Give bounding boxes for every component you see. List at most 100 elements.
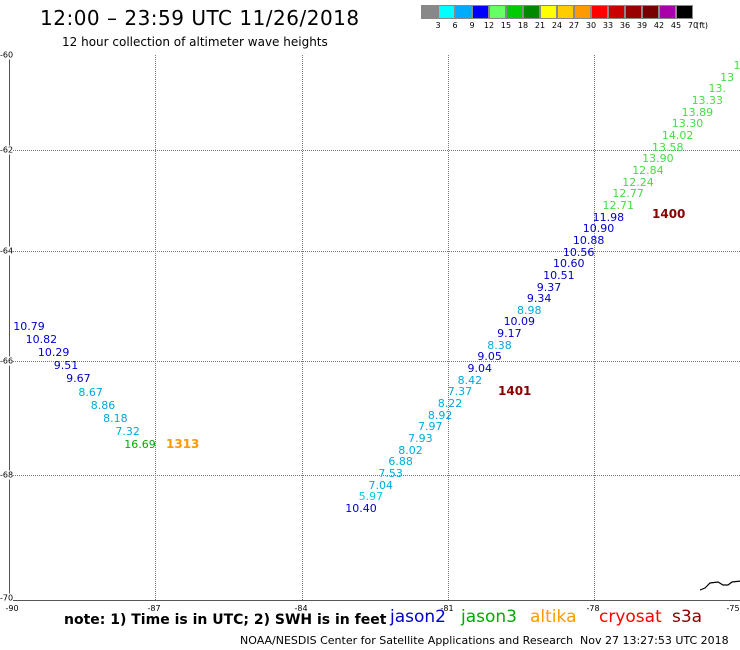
lat-label: -70 [0, 593, 14, 603]
wave-height-value: 8.92 [427, 408, 453, 422]
wave-height-value: 13.90 [642, 152, 674, 166]
wave-height-value: 9.37 [536, 280, 562, 294]
meridian-gridline [302, 55, 303, 600]
wave-height-value: 12.84 [632, 163, 664, 177]
lat-label: -62 [0, 145, 14, 155]
legend-label: 24 [551, 21, 563, 30]
wave-height-value: 10.79 [13, 320, 45, 333]
wave-height-value: 10.40 [345, 502, 377, 515]
lat-label: -66 [0, 356, 14, 366]
legend-label: 30 [585, 21, 597, 30]
wave-height-value: 11.98 [592, 210, 625, 224]
legend-swatch [489, 5, 506, 19]
pass-time-label: 1400 [652, 207, 686, 221]
legend-swatch [523, 5, 540, 19]
satellite-label-jason3: jason3 [461, 607, 517, 627]
wave-height-value: 9.04 [467, 362, 492, 376]
wave-height-value: 10.56 [562, 245, 595, 259]
legend-label: 21 [534, 21, 546, 30]
coastline [699, 580, 740, 591]
wave-height-value: 9.05 [477, 350, 502, 364]
wave-height-value: 8.67 [78, 385, 103, 399]
wave-height-value: 13.58 [651, 140, 684, 154]
legend-label: 36 [619, 21, 631, 30]
legend-swatches [421, 5, 693, 19]
legend-swatch [676, 5, 693, 19]
wave-height-value: 6.88 [388, 455, 413, 469]
wave-height-value: 12.77 [612, 187, 644, 201]
wave-height-value: 7.53 [378, 467, 403, 481]
legend-swatch [438, 5, 455, 19]
wave-height-value: 8.86 [90, 398, 116, 412]
legend-swatch [574, 5, 591, 19]
wave-height-value: 8.98 [516, 303, 542, 317]
wave-height-value: 9.67 [66, 372, 91, 386]
pass-time-label: 1401 [498, 384, 532, 398]
satellite-label-s3a: s3a [672, 607, 703, 627]
wave-height-value: 10.90 [582, 222, 615, 236]
wave-height-value: 10.60 [553, 257, 585, 271]
wave-height-value: 7.04 [368, 478, 394, 492]
legend-swatch [455, 5, 472, 19]
wave-height-value: 10.09 [503, 315, 536, 329]
legend-swatch [557, 5, 574, 19]
wave-height-value: 10.51 [543, 268, 575, 282]
legend-swatch [608, 5, 625, 19]
wave-height-value: 8.18 [103, 411, 128, 425]
legend-swatch [472, 5, 489, 19]
wave-height-value: 16.69 [124, 438, 156, 451]
wave-height-value: 12.71 [602, 198, 635, 212]
wave-height-value: 7.32 [115, 424, 140, 438]
legend-label: 18 [517, 21, 529, 30]
legend-label: 12 [483, 21, 495, 30]
lat-label: -60 [0, 50, 14, 60]
wave-height-value: 9.17 [497, 327, 522, 341]
wave-height-value: 9.51 [53, 359, 79, 373]
color-scale-legend: 3 6 9 12 15 18 21 24 27 30 33 36 39 42 45 70 (ft) [421, 5, 708, 31]
meridian-gridline [448, 55, 449, 600]
wave-height-value: 8.22 [437, 397, 463, 411]
legend-swatch [506, 5, 523, 19]
satellite-label-cryosat: cryosat [599, 607, 662, 627]
legend-labels: 3 6 9 12 15 18 21 24 27 30 33 36 39 42 45 70 (ft) [421, 19, 708, 31]
wave-height-value: 10.29 [37, 346, 70, 360]
wave-height-value: 13.89 [681, 105, 714, 119]
footer-note: note: 1) Time is in UTC; 2) SWH is in fe… [64, 612, 387, 628]
legend-label: 39 [636, 21, 648, 30]
lon-label: -84 [294, 604, 308, 613]
legend-label: 15 [500, 21, 512, 30]
wave-height-value: 7.37 [447, 385, 473, 399]
credit-line: NOAA/NESDIS Center for Satellite Applica… [240, 634, 574, 647]
wave-height-value: 13. [708, 82, 726, 96]
meridian-gridline [155, 55, 156, 600]
wave-height-value: 10.88 [572, 233, 605, 247]
pass-time-label: 1313 [166, 437, 200, 451]
chart-subtitle: 12 hour collection of altimeter wave hei… [62, 35, 328, 49]
legend-swatch [625, 5, 642, 19]
wave-height-value: 5.97 [358, 490, 384, 504]
parallel-gridline [10, 150, 740, 151]
legend-swatch [642, 5, 659, 19]
legend-label: 27 [568, 21, 580, 30]
legend-label: 45 [670, 21, 682, 30]
legend-label: 42 [653, 21, 665, 30]
legend-label: 70 [687, 21, 699, 30]
wave-height-value: 7.93 [408, 432, 433, 446]
wave-height-value: 1 [733, 59, 740, 72]
meridian-gridline [594, 55, 595, 600]
wave-height-value: 10.82 [25, 333, 58, 347]
wave-height-value: 8.42 [457, 373, 483, 387]
legend-label: 33 [602, 21, 614, 30]
wave-height-value: 9.34 [526, 292, 552, 306]
legend-label: 6 [452, 21, 458, 30]
wave-height-value: 14.02 [661, 128, 694, 142]
lon-label: -87 [147, 604, 161, 613]
legend-unit: (ft) [696, 21, 709, 30]
lon-label: -75 [726, 604, 740, 613]
parallel-gridline [10, 475, 740, 476]
lon-label: -78 [586, 604, 600, 613]
legend-swatch [591, 5, 608, 19]
legend-swatch [659, 5, 676, 19]
wave-height-value: 13.33 [691, 93, 724, 107]
wave-height-value: 13 [720, 70, 735, 84]
